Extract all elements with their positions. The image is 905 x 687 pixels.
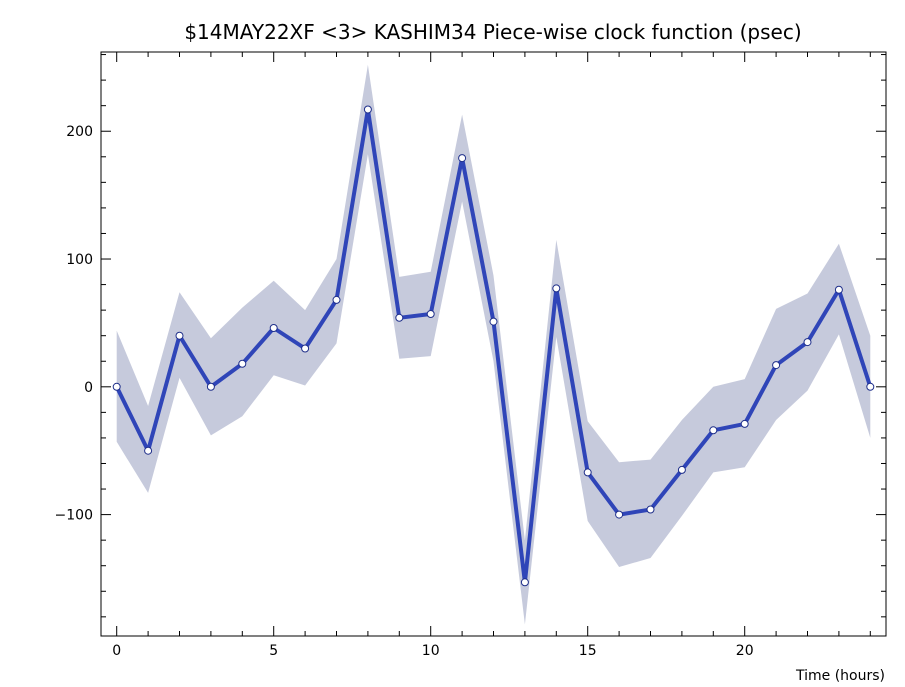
data-point xyxy=(583,468,592,477)
x-tick-label: 0 xyxy=(112,643,121,659)
data-point xyxy=(144,446,153,455)
x-axis-label: Time (hours) xyxy=(795,668,885,684)
data-point xyxy=(520,578,529,587)
data-point xyxy=(866,382,875,391)
data-point xyxy=(301,344,310,353)
data-point xyxy=(646,505,655,514)
x-tick-label: 15 xyxy=(579,643,597,659)
data-point xyxy=(709,426,718,435)
data-point xyxy=(112,382,121,391)
x-tick-label: 5 xyxy=(269,643,278,659)
y-tick-label: 200 xyxy=(66,124,93,140)
y-tick-label: 100 xyxy=(66,252,93,268)
data-point xyxy=(269,324,278,332)
data-point xyxy=(615,510,624,519)
y-tick-label: 0 xyxy=(84,380,93,396)
data-point xyxy=(834,285,843,294)
data-point xyxy=(206,382,215,391)
data-point xyxy=(677,465,686,474)
data-point xyxy=(458,154,467,163)
data-point xyxy=(426,310,435,318)
data-point xyxy=(175,331,184,340)
data-point xyxy=(238,359,247,368)
data-point xyxy=(552,284,561,293)
data-point xyxy=(363,105,372,114)
data-point xyxy=(395,313,404,322)
data-point xyxy=(489,317,498,326)
data-point xyxy=(740,419,749,428)
plot-area: 0 5 10 15 20 −100 0 100 200 xyxy=(55,51,887,659)
data-point xyxy=(332,295,341,304)
uncertainty-band xyxy=(116,64,871,625)
y-tick-label: −100 xyxy=(55,508,93,524)
data-point xyxy=(772,361,781,370)
chart-title: $14MAY22XF <3> KASHIM34 Piece-wise clock… xyxy=(184,20,801,44)
x-tick-label: 10 xyxy=(422,643,440,659)
data-point xyxy=(803,338,812,347)
x-tick-label: 20 xyxy=(736,643,754,659)
